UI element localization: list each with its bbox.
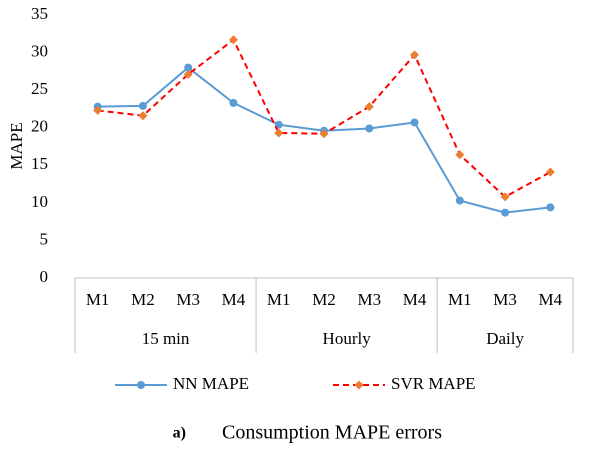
marker [501,208,510,217]
x-tick-label: M1 [86,290,110,309]
group-label: 15 min [142,329,190,348]
y-tick-label: 35 [31,4,48,23]
legend-label: SVR MAPE [391,374,476,393]
x-tick-label: M4 [403,290,427,309]
marker [138,111,148,121]
y-tick-label: 30 [31,41,48,60]
y-tick-label: 10 [31,192,48,211]
marker [319,129,329,139]
marker [500,192,510,202]
x-tick-label: M1 [448,290,472,309]
y-tick-label: 15 [31,154,48,173]
x-tick-label: M2 [131,290,155,309]
marker [455,150,465,160]
marker [365,124,374,133]
marker [229,98,238,107]
x-tick-label: M3 [176,290,200,309]
marker [410,118,419,127]
marker [184,63,193,72]
marker [137,381,145,389]
marker [183,69,193,79]
y-axis-label: MAPE [7,122,26,169]
x-tick-label: M4 [222,290,246,309]
legend-label: NN MAPE [173,374,249,393]
marker [354,380,364,390]
y-tick-label: 20 [31,117,48,136]
x-tick-label: M2 [312,290,336,309]
caption-label: a) [173,425,186,442]
x-tick-label: M3 [493,290,517,309]
marker [228,35,238,45]
y-tick-label: 25 [31,79,48,98]
marker [545,167,555,177]
marker [364,102,374,112]
group-label: Daily [486,329,524,348]
x-tick-label: M4 [539,290,563,309]
y-tick-label: 0 [40,267,49,286]
series-line [97,66,551,214]
caption: Consumption MAPE errors [222,422,442,444]
marker [93,105,103,115]
y-tick-label: 5 [40,229,49,248]
marker [274,128,284,138]
marker [410,50,420,60]
x-tick-label: M3 [357,290,381,309]
marker [546,203,555,212]
x-tick-label: M1 [267,290,291,309]
series-line [97,38,551,199]
marker [138,101,147,110]
marker [455,196,464,205]
group-label: Hourly [323,329,372,348]
